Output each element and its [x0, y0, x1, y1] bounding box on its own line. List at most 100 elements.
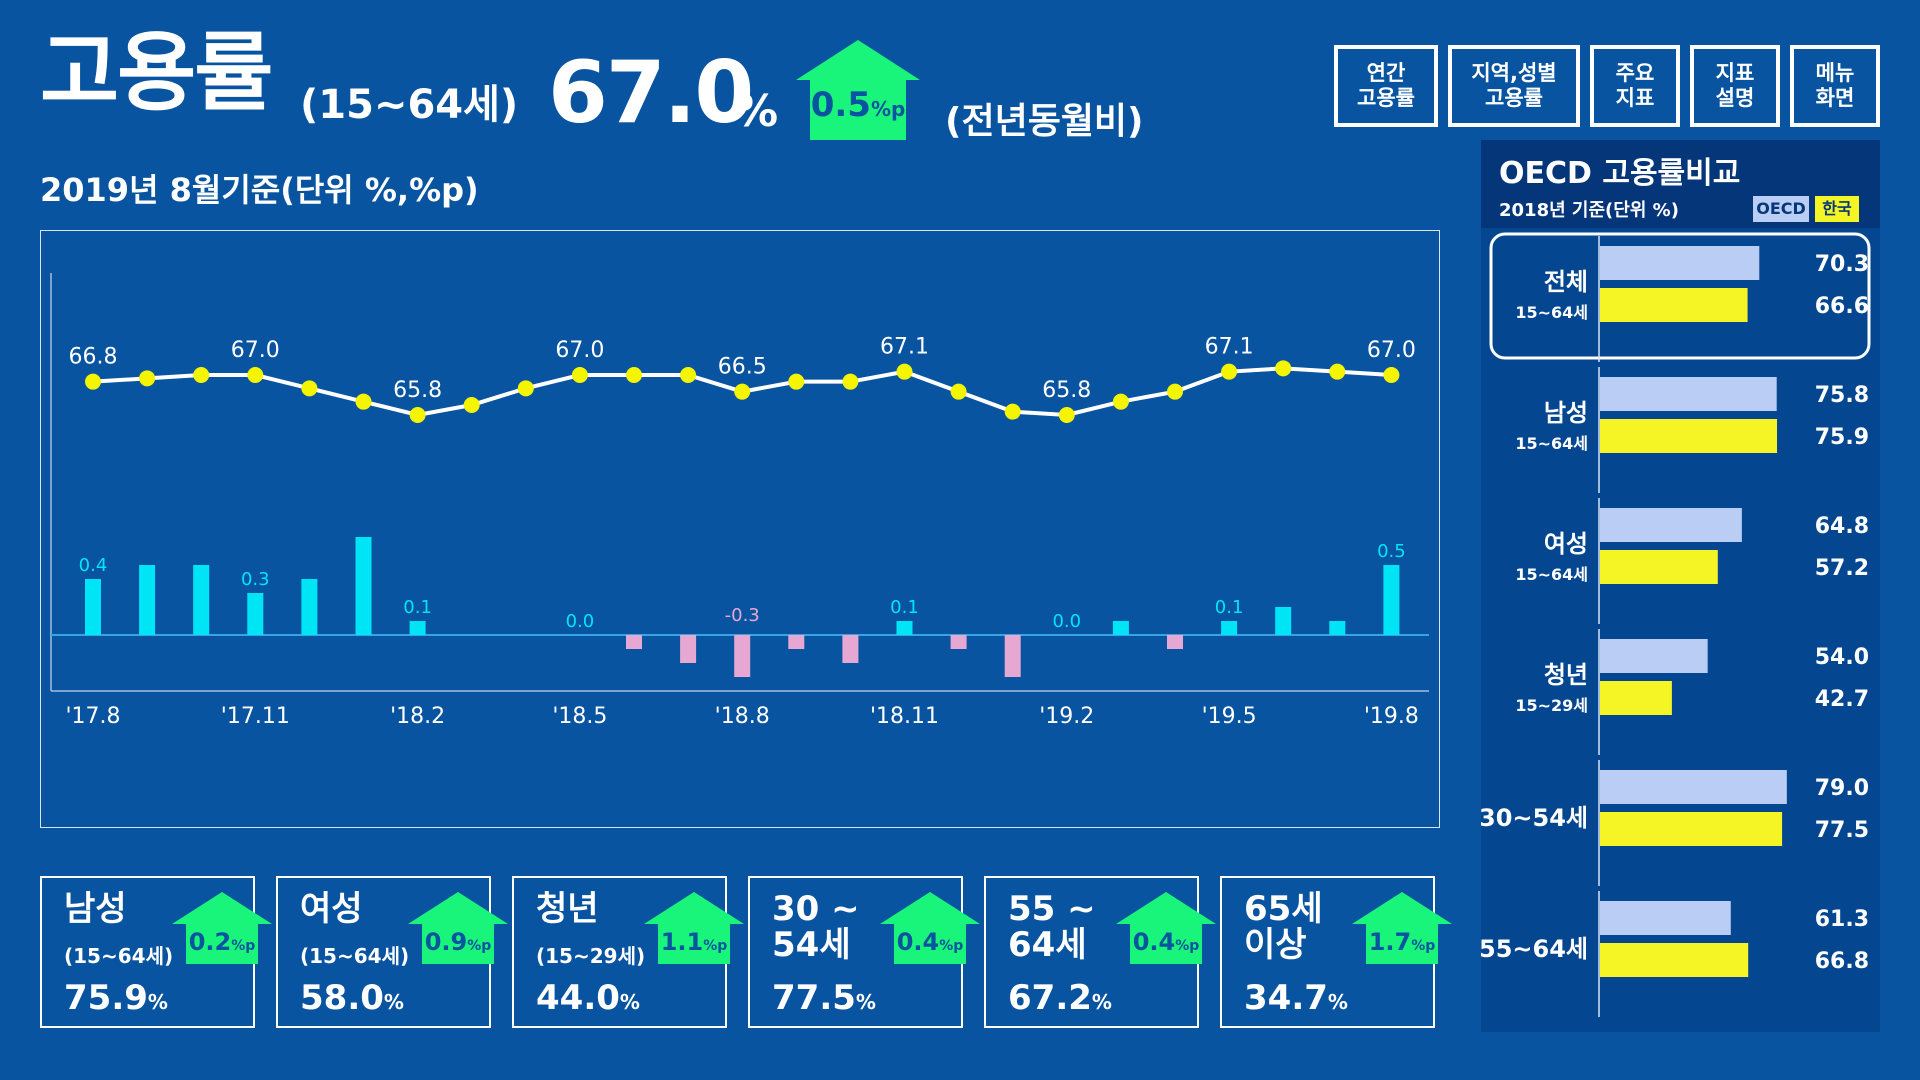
group-card-2[interactable]: 청년 (15~29세) 44.0% 1.1%p — [512, 876, 744, 1028]
card-change-value: 1.1 — [660, 928, 704, 956]
card-rate-number: 67.2 — [1008, 978, 1092, 1018]
card-change-unit: %p — [231, 938, 256, 954]
employment-rate-value: 67.0 — [548, 43, 754, 143]
oecd-bar-chart: 전체 15~64세 70.3 66.6 남성 15~64세 75.8 75.9 여성 15~64세… — [1481, 232, 1871, 1017]
line-point — [896, 363, 913, 380]
card-group-name: 청년 — [536, 891, 599, 928]
nav-key-indicators-button[interactable]: 주요 지표 — [1590, 45, 1680, 127]
yoy-change-bar — [734, 635, 751, 677]
category-range: 15~64세 — [1515, 303, 1588, 322]
bar-label: 0.5 — [1377, 541, 1406, 562]
x-tick-label: '18.2 — [390, 704, 445, 729]
line-point — [517, 380, 534, 397]
group-card-4[interactable]: 55 ~64세 67.2% 0.4%p — [984, 876, 1216, 1028]
oecd-panel-header: OECD 고용률비교 2018년 기준(단위 %) OECD 한국 — [1481, 140, 1880, 228]
nav-indicator-description-button[interactable]: 지표 설명 — [1690, 45, 1780, 127]
oecd-bar — [1600, 508, 1742, 542]
bar-value-label: 61.3 — [1815, 907, 1869, 932]
card-change-value: 0.4 — [1132, 928, 1176, 956]
oecd-panel-subtitle: 2018년 기준(단위 %) — [1499, 200, 1679, 221]
korea-bar — [1600, 812, 1783, 846]
card-rate-number: 58.0 — [300, 978, 384, 1018]
card-group-name: 65세 이상 — [1244, 889, 1323, 965]
line-point — [680, 367, 697, 383]
nav-annual-rate-button[interactable]: 연간 고용률 — [1334, 45, 1438, 127]
line-point — [734, 383, 751, 400]
card-name-line: 이상 — [1244, 924, 1307, 965]
bar-label: 0.0 — [566, 611, 595, 632]
yoy-change-bar — [1221, 621, 1238, 635]
x-tick-label: '18.11 — [870, 704, 939, 729]
card-rate-value: 77.5% — [772, 978, 876, 1018]
nav-menu-button[interactable]: 메뉴 화면 — [1790, 45, 1880, 127]
bar-value-label: 57.2 — [1815, 556, 1869, 581]
nav-label-line2: 화면 — [1815, 86, 1855, 110]
card-name-line: 55 ~ — [1008, 889, 1096, 929]
yoy-change-bar — [139, 565, 156, 635]
nav-label-line2: 고용률 — [1485, 86, 1543, 110]
oecd-bar — [1600, 246, 1760, 280]
bar-label: 0.0 — [1052, 611, 1081, 632]
card-group-name: 30 ~54세 — [772, 891, 860, 963]
korea-bar — [1600, 550, 1718, 584]
nav-region-gender-button[interactable]: 지역,성별 고용률 — [1448, 45, 1580, 127]
category-name: 남성 — [1544, 399, 1588, 427]
card-rate-value: 67.2% — [1008, 978, 1112, 1018]
card-age-range: (15~29세) — [536, 944, 646, 968]
group-card-3[interactable]: 30 ~54세 77.5% 0.4%p — [748, 876, 980, 1028]
card-group-name: 55 ~64세 — [1008, 889, 1096, 963]
nav-label-line1: 지표 — [1715, 60, 1755, 85]
x-tick-label: '18.8 — [715, 704, 770, 729]
yoy-change-bar — [896, 621, 913, 635]
card-change-unit: %p — [939, 938, 964, 954]
bar-label: 0.1 — [403, 597, 432, 618]
card-rate-value: 58.0% — [300, 978, 404, 1018]
trend-chart: 66.8 67.0 65.8 67.0 66.5 67.1 65.8 67.1 67.0 0.4 '… — [50, 273, 1429, 729]
employment-rate-unit: % — [734, 86, 779, 137]
card-rate-unit: % — [1327, 990, 1348, 1014]
oecd-bar — [1600, 901, 1731, 935]
card-change-value: 0.4 — [896, 928, 940, 956]
card-rate-unit: % — [383, 990, 404, 1014]
x-tick-label: '17.11 — [221, 704, 290, 729]
line-point-label: 67.0 — [1367, 338, 1416, 363]
card-age-range: (15~64세) — [64, 944, 174, 968]
yoy-change-bar — [680, 635, 697, 663]
card-rate-number: 44.0 — [536, 978, 620, 1018]
page-title: 고용률 — [40, 23, 273, 123]
age-range-label: (15~64세) — [300, 82, 519, 128]
yoy-change-bar — [409, 621, 426, 635]
line-point — [842, 373, 859, 390]
card-change-unit: %p — [1411, 938, 1436, 954]
group-card-0[interactable]: 남성 (15~64세) 75.9% 0.2%p — [40, 876, 272, 1028]
oecd-bar — [1600, 639, 1708, 673]
x-tick-label: '19.2 — [1039, 704, 1094, 729]
yoy-change-bar — [355, 537, 372, 635]
nav-label-line1: 지역,성별 — [1471, 60, 1557, 85]
yoy-change-bar — [950, 635, 967, 649]
yoy-change-bar — [1112, 621, 1129, 635]
yoy-change-bar — [842, 635, 859, 663]
korea-bar — [1600, 288, 1748, 322]
oecd-bar — [1600, 770, 1787, 804]
change-value: 0.5 — [810, 85, 871, 125]
x-tick-label: '18.5 — [552, 704, 607, 729]
yoy-change-bar — [85, 579, 101, 635]
card-rate-value: 34.7% — [1244, 978, 1348, 1018]
group-card-1[interactable]: 여성 (15~64세) 58.0% 0.9%p — [276, 876, 508, 1028]
category-name: 55~64세 — [1481, 935, 1588, 963]
bar-value-label: 79.0 — [1815, 776, 1869, 801]
card-name-line: 남성 — [64, 889, 127, 929]
card-rate-value: 75.9% — [64, 978, 168, 1018]
bar-value-label: 70.3 — [1815, 252, 1869, 277]
card-name-line: 여성 — [300, 889, 363, 929]
card-name-line: 65세 — [1244, 889, 1323, 929]
group-card-5[interactable]: 65세 이상 34.7% 1.7%p — [1220, 876, 1452, 1028]
bar-label: 0.3 — [241, 569, 270, 590]
line-point-label: 65.8 — [1042, 378, 1091, 403]
card-group-name: 여성 — [300, 889, 363, 929]
line-point — [463, 397, 480, 413]
yoy-change-bar — [788, 635, 805, 649]
selected-category-outline[interactable] — [1489, 232, 1871, 360]
yoy-change-bar — [1329, 621, 1346, 635]
